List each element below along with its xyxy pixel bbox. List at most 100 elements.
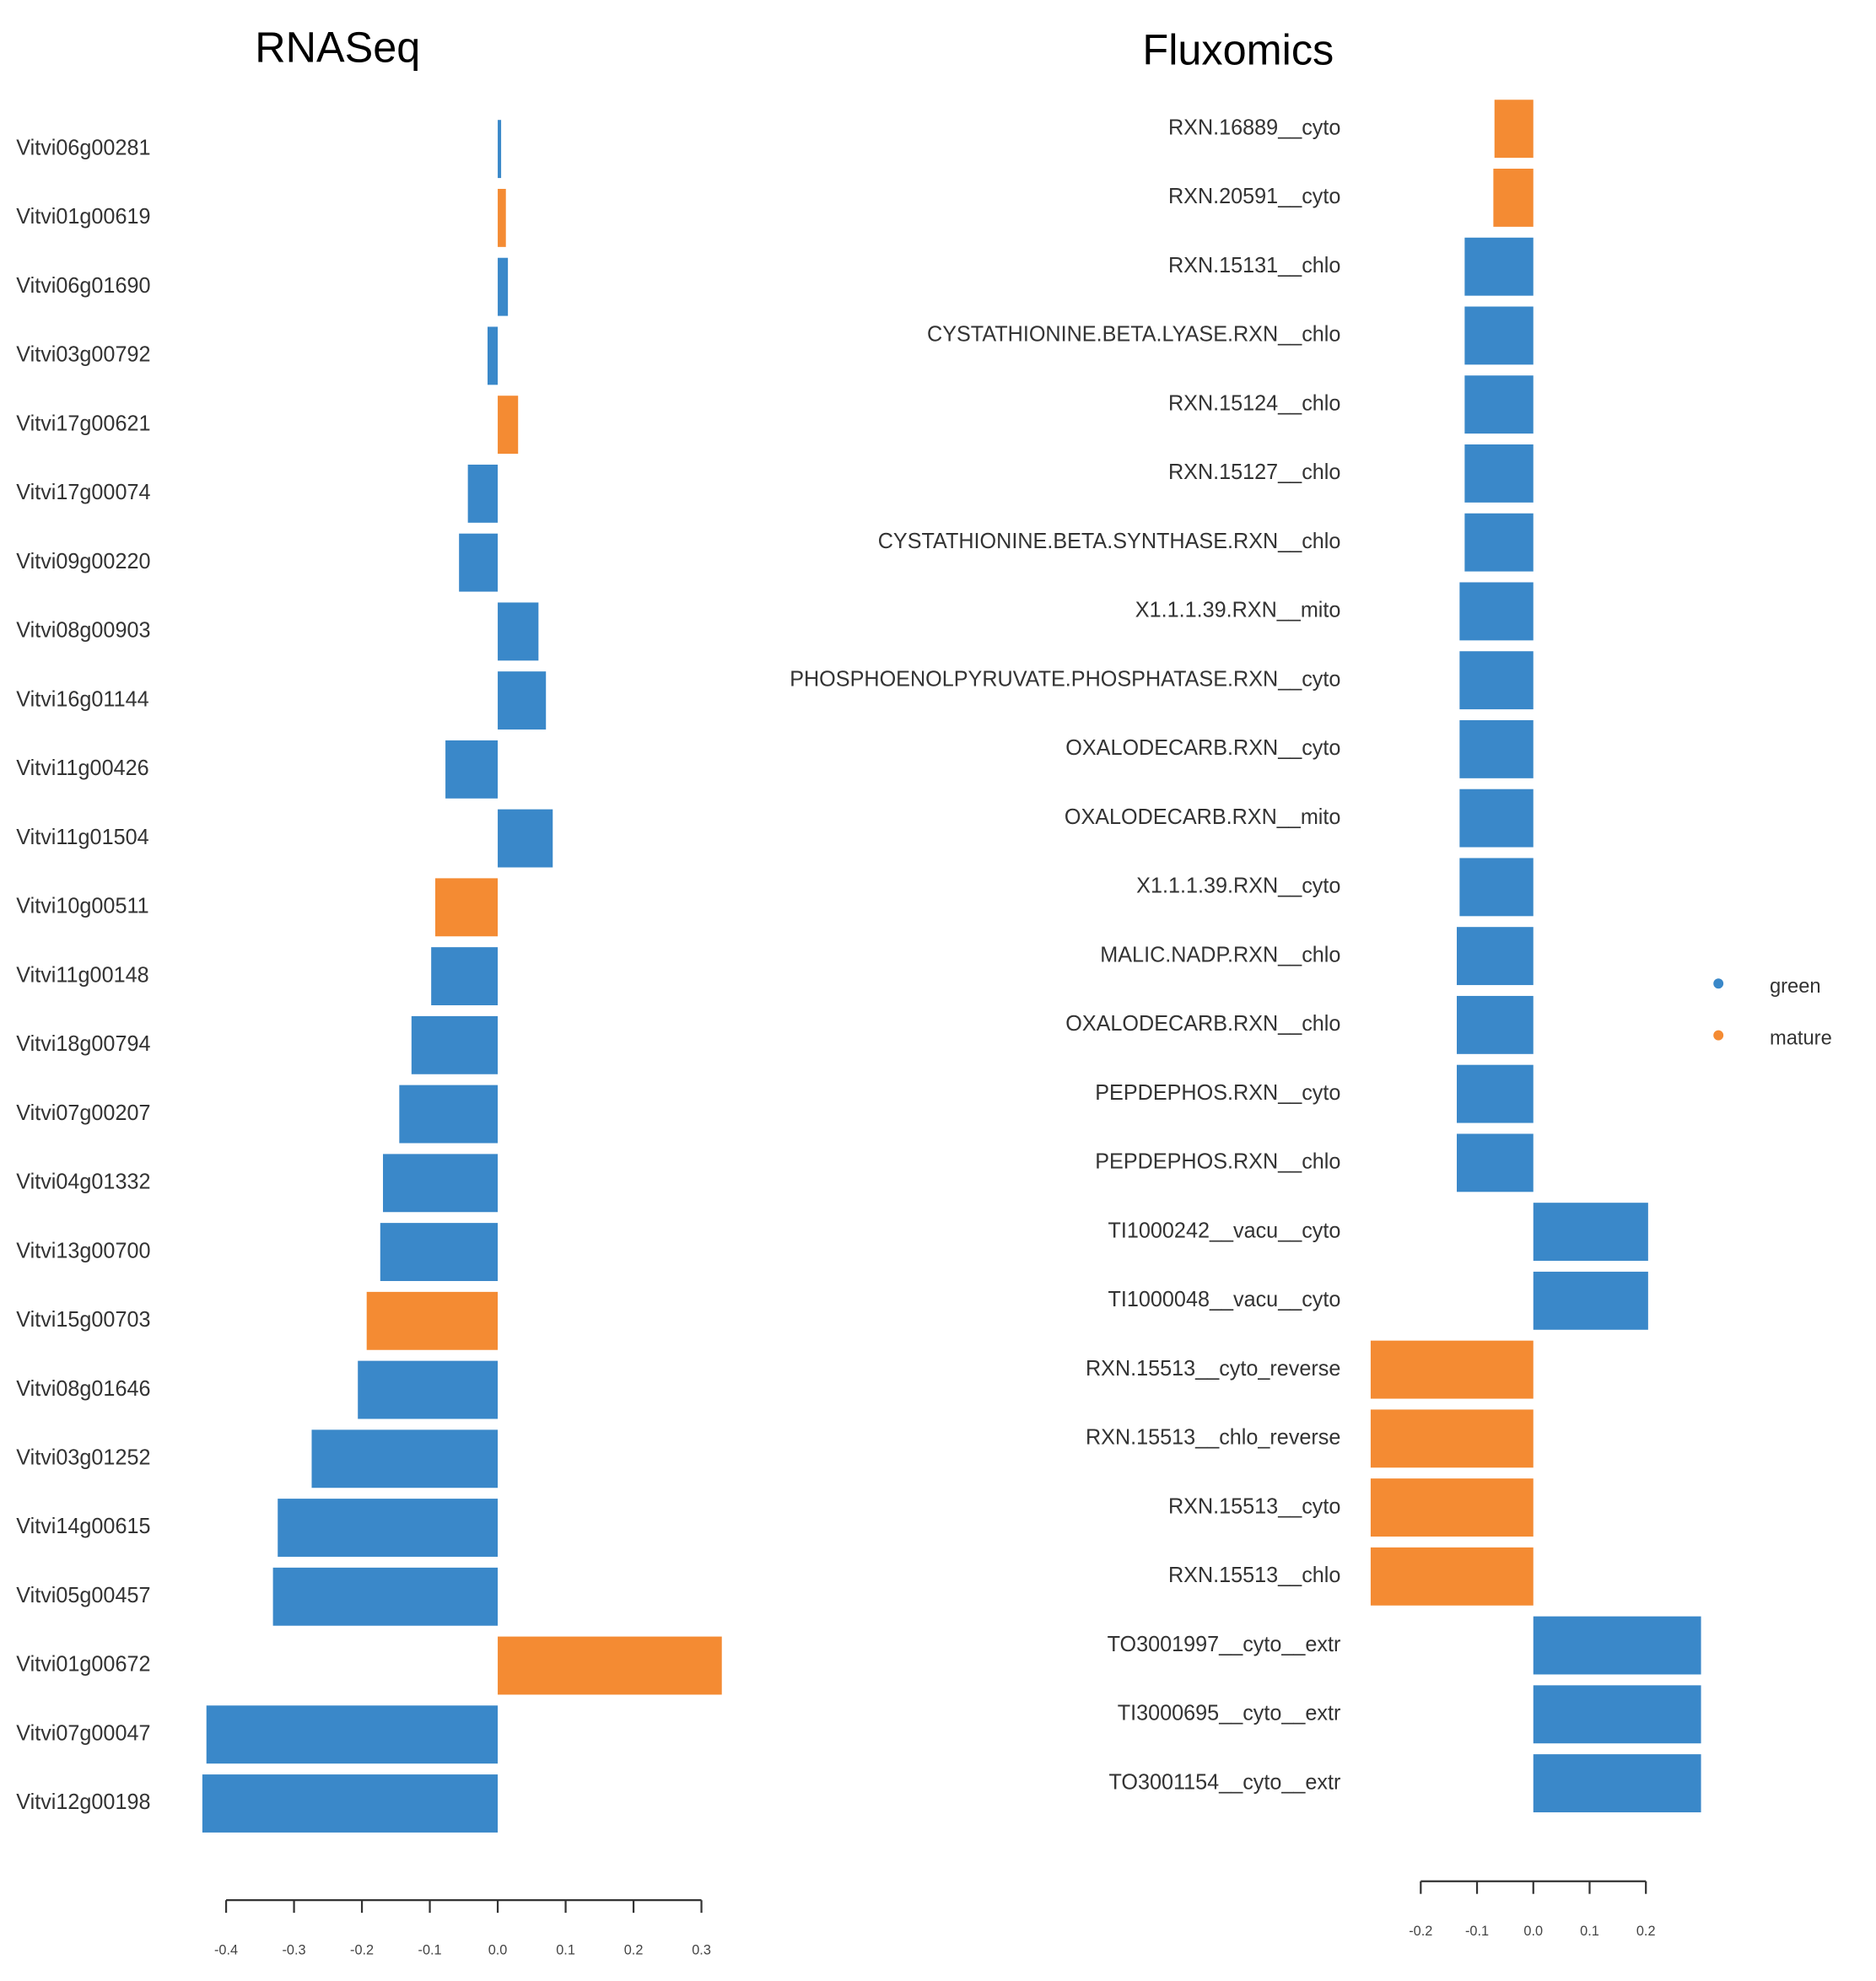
category-label: Vitvi07g00207 <box>16 1101 150 1125</box>
category-label: Vitvi11g00426 <box>16 756 148 780</box>
bar <box>1370 1409 1534 1468</box>
x-tick-label: 0.2 <box>624 1942 644 1957</box>
category-label: RXN.15131__chlo <box>1168 254 1340 277</box>
bar <box>1494 100 1534 159</box>
x-tick-label: 0.0 <box>488 1942 508 1957</box>
legend-label: green <box>1770 975 1821 998</box>
bar <box>358 1360 499 1419</box>
category-label: RXN.15513__chlo <box>1168 1564 1340 1587</box>
category-label: OXALODECARB.RXN__mito <box>1065 805 1341 829</box>
x-tick-label: 0.2 <box>1636 1924 1656 1939</box>
category-label: TO3001154__cyto__extr <box>1108 1770 1341 1794</box>
bar <box>1457 995 1534 1054</box>
category-label: PEPDEPHOS.RXN__cyto <box>1095 1081 1340 1105</box>
legend-label: mature <box>1770 1026 1832 1049</box>
bar <box>1464 444 1534 503</box>
bar <box>411 1015 499 1074</box>
x-tick-label: 0.1 <box>556 1942 575 1957</box>
bar <box>498 602 539 661</box>
bar <box>1533 1271 1648 1330</box>
bar <box>366 1291 499 1350</box>
bar <box>1459 858 1534 917</box>
bar <box>380 1223 499 1281</box>
category-label: Vitvi05g00457 <box>16 1584 150 1607</box>
bar <box>467 464 499 523</box>
category-label: RXN.15513__chlo_reverse <box>1086 1425 1340 1449</box>
bar <box>1459 582 1534 641</box>
category-label: CYSTATHIONINE.BETA.LYASE.RXN__chlo <box>927 323 1340 347</box>
bar <box>1457 1064 1534 1123</box>
x-tick-label: 0.1 <box>1580 1924 1599 1939</box>
chart-title: Fluxomics <box>1142 25 1334 73</box>
bar <box>1533 1754 1701 1812</box>
bar <box>498 809 553 868</box>
category-label: RXN.16889__cyto <box>1168 116 1340 139</box>
category-label: Vitvi04g01332 <box>16 1170 150 1193</box>
bar <box>202 1774 499 1833</box>
legend-marker <box>1713 978 1724 989</box>
category-label: TI1000242__vacu__cyto <box>1108 1219 1341 1242</box>
category-label: Vitvi08g00903 <box>16 618 150 642</box>
category-label: Vitvi14g00615 <box>16 1515 150 1538</box>
category-label: X1.1.1.39.RXN__mito <box>1135 599 1341 622</box>
bar <box>431 947 499 1006</box>
bar <box>1533 1203 1648 1262</box>
bar <box>445 740 499 799</box>
bar <box>498 671 547 730</box>
bar <box>487 326 499 385</box>
category-label: OXALODECARB.RXN__chlo <box>1065 1012 1340 1036</box>
bar <box>435 878 499 937</box>
x-tick-label: -0.1 <box>418 1942 442 1957</box>
category-label: Vitvi17g00074 <box>16 481 150 504</box>
bar <box>1464 306 1534 365</box>
x-tick-label: -0.1 <box>1465 1924 1489 1939</box>
bar <box>1459 719 1534 778</box>
bar <box>278 1499 499 1557</box>
category-label: Vitvi11g00148 <box>16 963 148 987</box>
bar <box>1493 169 1534 227</box>
x-tick-label: 0.3 <box>692 1942 711 1957</box>
category-label: Vitvi07g00047 <box>16 1721 150 1745</box>
category-label: PEPDEPHOS.RXN__chlo <box>1095 1149 1340 1173</box>
bar <box>1370 1547 1534 1606</box>
bar <box>498 120 502 179</box>
category-label: Vitvi01g00619 <box>16 205 150 229</box>
category-label: Vitvi13g00700 <box>16 1239 150 1262</box>
category-label: Vitvi03g01252 <box>16 1445 150 1469</box>
bar <box>1459 789 1534 848</box>
category-label: Vitvi06g00281 <box>16 136 150 159</box>
category-label: Vitvi06g01690 <box>16 274 150 298</box>
category-label: Vitvi18g00794 <box>16 1032 150 1056</box>
category-label: CYSTATHIONINE.BETA.SYNTHASE.RXN__chlo <box>878 530 1341 553</box>
bar <box>1459 651 1534 710</box>
category-label: Vitvi17g00621 <box>16 412 150 435</box>
legend-marker <box>1713 1030 1724 1041</box>
bar <box>1464 237 1534 296</box>
bar <box>272 1567 499 1626</box>
bar <box>1370 1340 1534 1399</box>
category-label: Vitvi03g00792 <box>16 343 150 367</box>
x-tick-label: -0.3 <box>283 1942 306 1957</box>
chart-title: RNASeq <box>255 23 420 71</box>
category-label: Vitvi12g00198 <box>16 1790 150 1814</box>
category-label: RXN.15513__cyto <box>1168 1494 1340 1518</box>
x-tick-label: 0.0 <box>1523 1924 1543 1939</box>
bar <box>1457 927 1534 986</box>
category-label: Vitvi16g01144 <box>16 687 148 711</box>
bar <box>498 396 519 455</box>
x-tick-label: -0.2 <box>350 1942 374 1957</box>
bar <box>498 188 506 247</box>
x-tick-label: -0.4 <box>214 1942 238 1957</box>
category-label: Vitvi01g00672 <box>16 1653 150 1677</box>
bar <box>459 533 499 592</box>
category-label: TI3000695__cyto__extr <box>1118 1701 1341 1725</box>
category-label: Vitvi08g01646 <box>16 1377 150 1401</box>
category-label: RXN.15124__chlo <box>1168 391 1340 415</box>
bar <box>383 1154 499 1213</box>
category-label: PHOSPHOENOLPYRUVATE.PHOSPHATASE.RXN__cyt… <box>790 667 1340 691</box>
category-label: TI1000048__vacu__cyto <box>1108 1288 1341 1311</box>
bar <box>311 1429 499 1488</box>
x-tick-label: -0.2 <box>1409 1924 1432 1939</box>
bar <box>1533 1685 1701 1744</box>
